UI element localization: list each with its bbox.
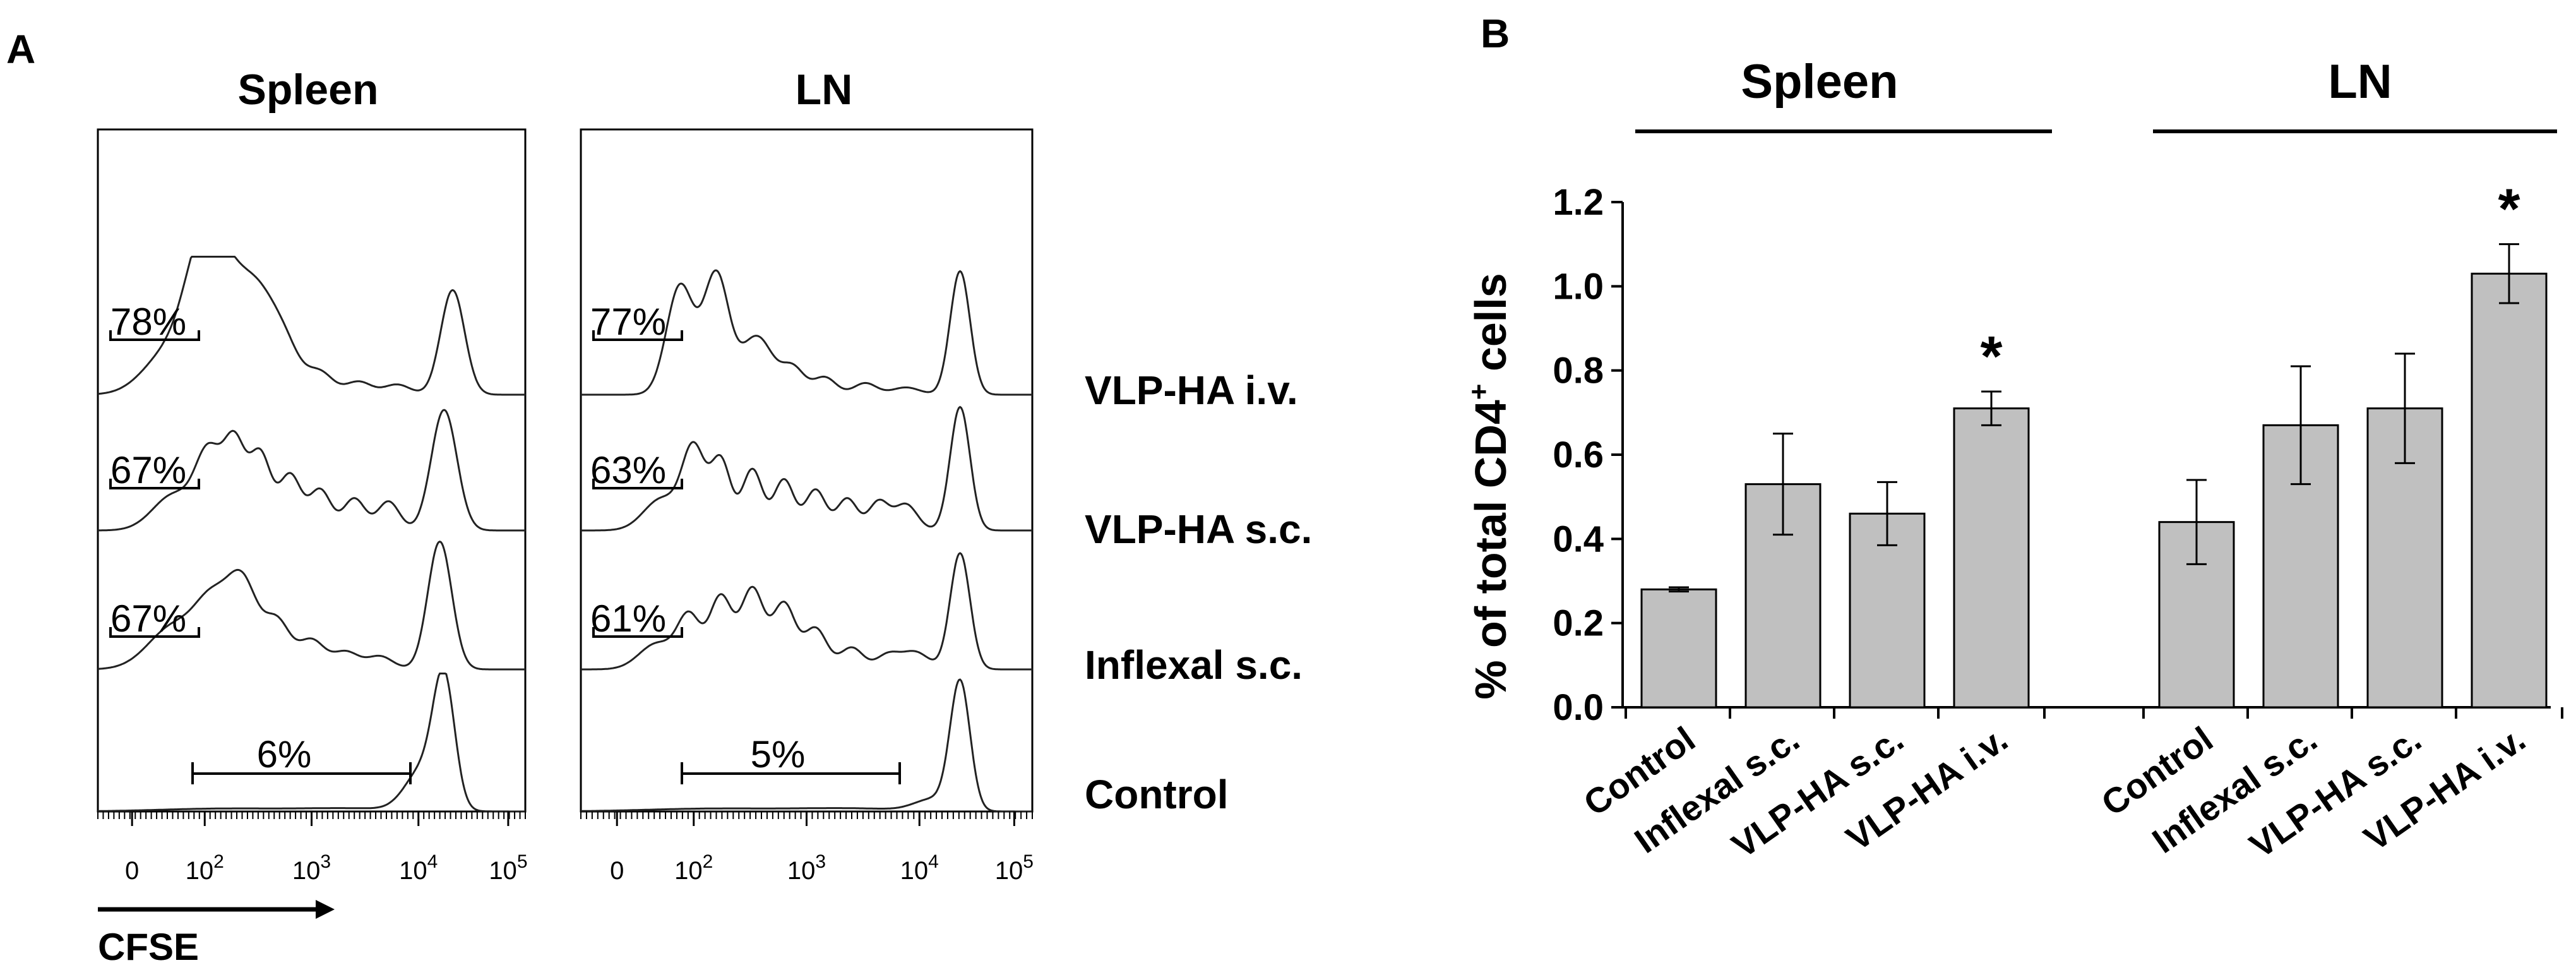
spleen-x-tick-label: 0 <box>125 857 139 885</box>
spleen-gate-bracket-control <box>191 762 412 784</box>
ln-gate-bracket-inflexal-sc <box>592 627 683 638</box>
bar-group-title-ln: LN <box>2328 55 2392 109</box>
ln-gate-bracket-vlp-ha-iv <box>592 330 683 341</box>
y-tick-label: 1.2 <box>1553 182 1604 223</box>
significance-marker: * <box>1980 325 2002 388</box>
panel-a-label: A <box>6 27 35 72</box>
ln-gate-label-vlp-sc: 63% <box>590 449 666 491</box>
ln-x-tick-label: 105 <box>995 851 1034 885</box>
ln-gate-bracket-control <box>681 762 901 784</box>
row-label-control: Control <box>1085 772 1229 817</box>
ln-x-tick-label: 103 <box>787 851 826 885</box>
panel-b-label: B <box>1481 11 1510 56</box>
spleen-histogram-inflexal-sc <box>97 540 525 671</box>
ln-x-tick-label: 102 <box>674 851 713 885</box>
bar-spleen-3 <box>1953 407 2030 709</box>
y-label-main: % of total CD4 <box>1466 400 1515 700</box>
spleen-gate-bracket-vlp-ha-iv <box>109 330 200 341</box>
spleen-histogram-title: Spleen <box>238 66 379 114</box>
spleen-x-tick-label: 105 <box>489 851 527 885</box>
bar-ln-3 <box>2471 272 2548 709</box>
bar-spleen-1 <box>1744 483 1822 709</box>
ln-gate-label-control: 5% <box>751 733 806 775</box>
ln-x-tick-label: 0 <box>610 857 624 885</box>
spleen-gate-label-control: 6% <box>257 733 312 775</box>
row-label-vlp-ha-sc: VLP-HA s.c. <box>1085 506 1312 552</box>
spleen-histogram-vlp-ha-sc <box>98 409 525 532</box>
spleen-histogram-vlp-ha-iv <box>97 256 525 396</box>
ln-gate-label-inflexal: 61% <box>590 597 666 640</box>
y-tick-label: 0.0 <box>1553 687 1604 728</box>
bar-chart-y-axis-label: % of total CD4+ cells <box>1464 273 1515 699</box>
ln-histogram-inflexal-sc <box>581 552 1032 671</box>
bar-group-title-spleen: Spleen <box>1741 55 1898 109</box>
y-label-suffix: cells <box>1466 273 1515 383</box>
y-tick-label: 0.6 <box>1553 434 1604 476</box>
ln-histogram-title: LN <box>796 66 853 114</box>
cfse-arrow-head <box>316 900 335 919</box>
spleen-gate-label-vlp-sc: 67% <box>110 449 186 491</box>
spleen-gate-bracket-vlp-ha-sc <box>109 479 200 489</box>
ln-gate-bracket-vlp-ha-sc <box>592 479 683 489</box>
ln-histogram-vlp-ha-sc <box>581 405 1032 532</box>
panel-b: B Spleen LN % of total CD4+ cells 0.0 0.2… <box>1464 11 2563 866</box>
y-tick-label: 0.4 <box>1553 518 1604 560</box>
spleen-histogram-control <box>98 673 525 813</box>
y-tick-label: 1.0 <box>1553 266 1604 307</box>
spleen-x-tick-label: 102 <box>186 851 224 885</box>
spleen-gate-label-vlp-iv: 78% <box>110 301 186 343</box>
histogram-curves <box>97 256 1032 813</box>
ln-histogram-vlp-ha-iv <box>581 269 1032 396</box>
histogram-x-axis: 0 102 103 104 105 0 102 103 104 105 <box>97 811 1034 885</box>
y-tick-label: 0.8 <box>1553 350 1604 392</box>
spleen-x-tick-label: 104 <box>399 851 438 885</box>
panel-a: A Spleen LN 0 102 103 104 105 0 102 103 104 105 7… <box>6 27 1312 968</box>
spleen-gate-label-inflexal: 67% <box>110 597 186 640</box>
y-label-superscript: + <box>1464 383 1494 400</box>
ln-gate-label-vlp-iv: 77% <box>590 301 666 343</box>
significance-marker: * <box>2498 178 2520 241</box>
y-tick-label: 0.2 <box>1553 603 1604 644</box>
spleen-gate-bracket-inflexal-sc <box>109 627 200 638</box>
bar-spleen-0 <box>1640 588 1717 709</box>
row-label-inflexal-sc: Inflexal s.c. <box>1085 642 1303 688</box>
ln-histogram-control <box>581 678 1032 813</box>
ln-x-tick-label: 104 <box>900 851 939 885</box>
spleen-x-tick-label: 103 <box>292 851 331 885</box>
cfse-axis-label: CFSE <box>98 926 199 968</box>
row-label-vlp-ha-iv: VLP-HA i.v. <box>1085 368 1298 413</box>
